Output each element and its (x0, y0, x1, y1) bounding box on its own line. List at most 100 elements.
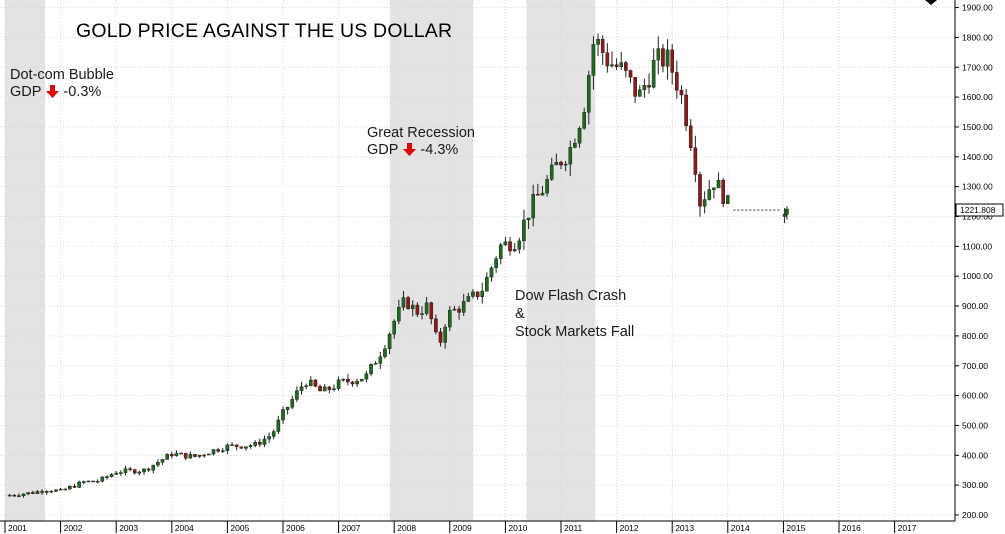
candle-body (183, 452, 188, 459)
recession-annotation: Great Recession GDP -4.3% (367, 125, 475, 159)
candle-body (188, 454, 193, 459)
candle-body (540, 192, 545, 196)
candle-body (434, 318, 438, 333)
candle-body (31, 492, 35, 494)
candle-body (165, 454, 169, 460)
candle-body (461, 301, 466, 313)
arrow-down-icon (46, 85, 60, 98)
y-tick-label: 300.00 (962, 480, 988, 490)
candle-body (322, 386, 327, 392)
recession-gdp-label: GDP (367, 142, 399, 158)
flashcrash-line2: & (515, 306, 525, 322)
candle-body (679, 90, 684, 96)
x-tick-label: 2005 (230, 523, 249, 533)
candle-body (498, 244, 503, 259)
candle-body (726, 195, 730, 204)
candle-body (573, 142, 577, 148)
candle-body (466, 296, 471, 302)
y-tick-label: 500.00 (962, 420, 988, 430)
candle-body (642, 85, 647, 90)
y-tick-label: 900.00 (962, 301, 988, 311)
flashcrash-line1: Dow Flash Crash (515, 288, 627, 304)
candle-body (475, 291, 480, 297)
candle-body (448, 309, 452, 328)
x-tick-label: 2006 (286, 523, 305, 533)
y-tick-label: 1900.00 (962, 3, 993, 13)
candle-body (202, 454, 207, 457)
candle-body (248, 445, 253, 447)
candle-body (429, 302, 434, 320)
candle-body (582, 112, 586, 129)
candle-body (647, 85, 651, 88)
x-tick-label: 2010 (508, 523, 527, 533)
candle-body (420, 313, 424, 315)
y-tick-label: 1600.00 (962, 92, 993, 102)
candle-body (485, 276, 489, 292)
candle-body (364, 373, 369, 380)
candle-body (262, 438, 267, 445)
recession-gdp-change: -4.3% (420, 142, 459, 158)
candle-body (707, 189, 712, 200)
candle-body (86, 480, 91, 483)
candle-body (81, 481, 86, 483)
candle-body (253, 442, 258, 446)
candle-body (114, 472, 118, 475)
candle-body (332, 388, 336, 390)
candle-body (211, 449, 216, 455)
candle-body (285, 406, 290, 410)
candlestick-series (7, 33, 789, 498)
candle-body (119, 472, 123, 474)
dotcom-gdp-change: -0.3% (63, 84, 102, 100)
candle-body (378, 356, 383, 364)
candle-body (54, 489, 58, 492)
candle-body (225, 444, 230, 451)
x-tick-label: 2015 (786, 523, 805, 533)
candle-body (568, 147, 573, 165)
candle-body (383, 348, 387, 357)
candle-body (373, 363, 378, 365)
arrow-down-icon (403, 143, 417, 156)
y-tick-label: 1400.00 (962, 152, 993, 162)
candle-body (545, 179, 549, 194)
candle-body (146, 468, 151, 471)
candle-body (522, 219, 526, 242)
x-tick-label: 2001 (8, 523, 27, 533)
candle-body (58, 488, 63, 491)
y-tick-label: 600.00 (962, 391, 988, 401)
candle-body (587, 75, 591, 113)
candle-body (327, 386, 332, 390)
current-price-label: 1221.808 (960, 205, 996, 215)
candle-body (721, 179, 725, 204)
candle-body (716, 179, 721, 189)
candle-body (661, 48, 665, 67)
candle-body (26, 492, 30, 495)
candle-body (785, 208, 789, 215)
dotcom-gdp-line: GDP -0.3% (10, 84, 114, 101)
x-tick-label: 2017 (898, 523, 917, 533)
candle-body (656, 48, 661, 61)
candle-body (452, 308, 457, 311)
candle-body (512, 249, 517, 252)
candle-body (637, 89, 642, 97)
candle-body (665, 49, 670, 67)
flashcrash-line3: Stock Markets Fall (515, 324, 635, 340)
candle-body (63, 488, 68, 491)
candle-body (216, 449, 220, 452)
candle-body (309, 379, 313, 386)
candle-body (559, 162, 563, 166)
candle-body (526, 217, 531, 221)
candle-body (109, 474, 114, 477)
candle-body (355, 380, 359, 385)
y-tick-label: 200.00 (962, 510, 988, 520)
x-tick-label: 2002 (64, 523, 83, 533)
candle-body (387, 333, 392, 350)
candle-body (675, 72, 679, 91)
candle-body (91, 480, 95, 483)
candle-body (359, 378, 364, 382)
candle-body (651, 59, 656, 88)
candle-body (95, 481, 100, 483)
candle-body (244, 446, 248, 449)
candle-body (698, 174, 702, 207)
candle-body (295, 390, 299, 400)
